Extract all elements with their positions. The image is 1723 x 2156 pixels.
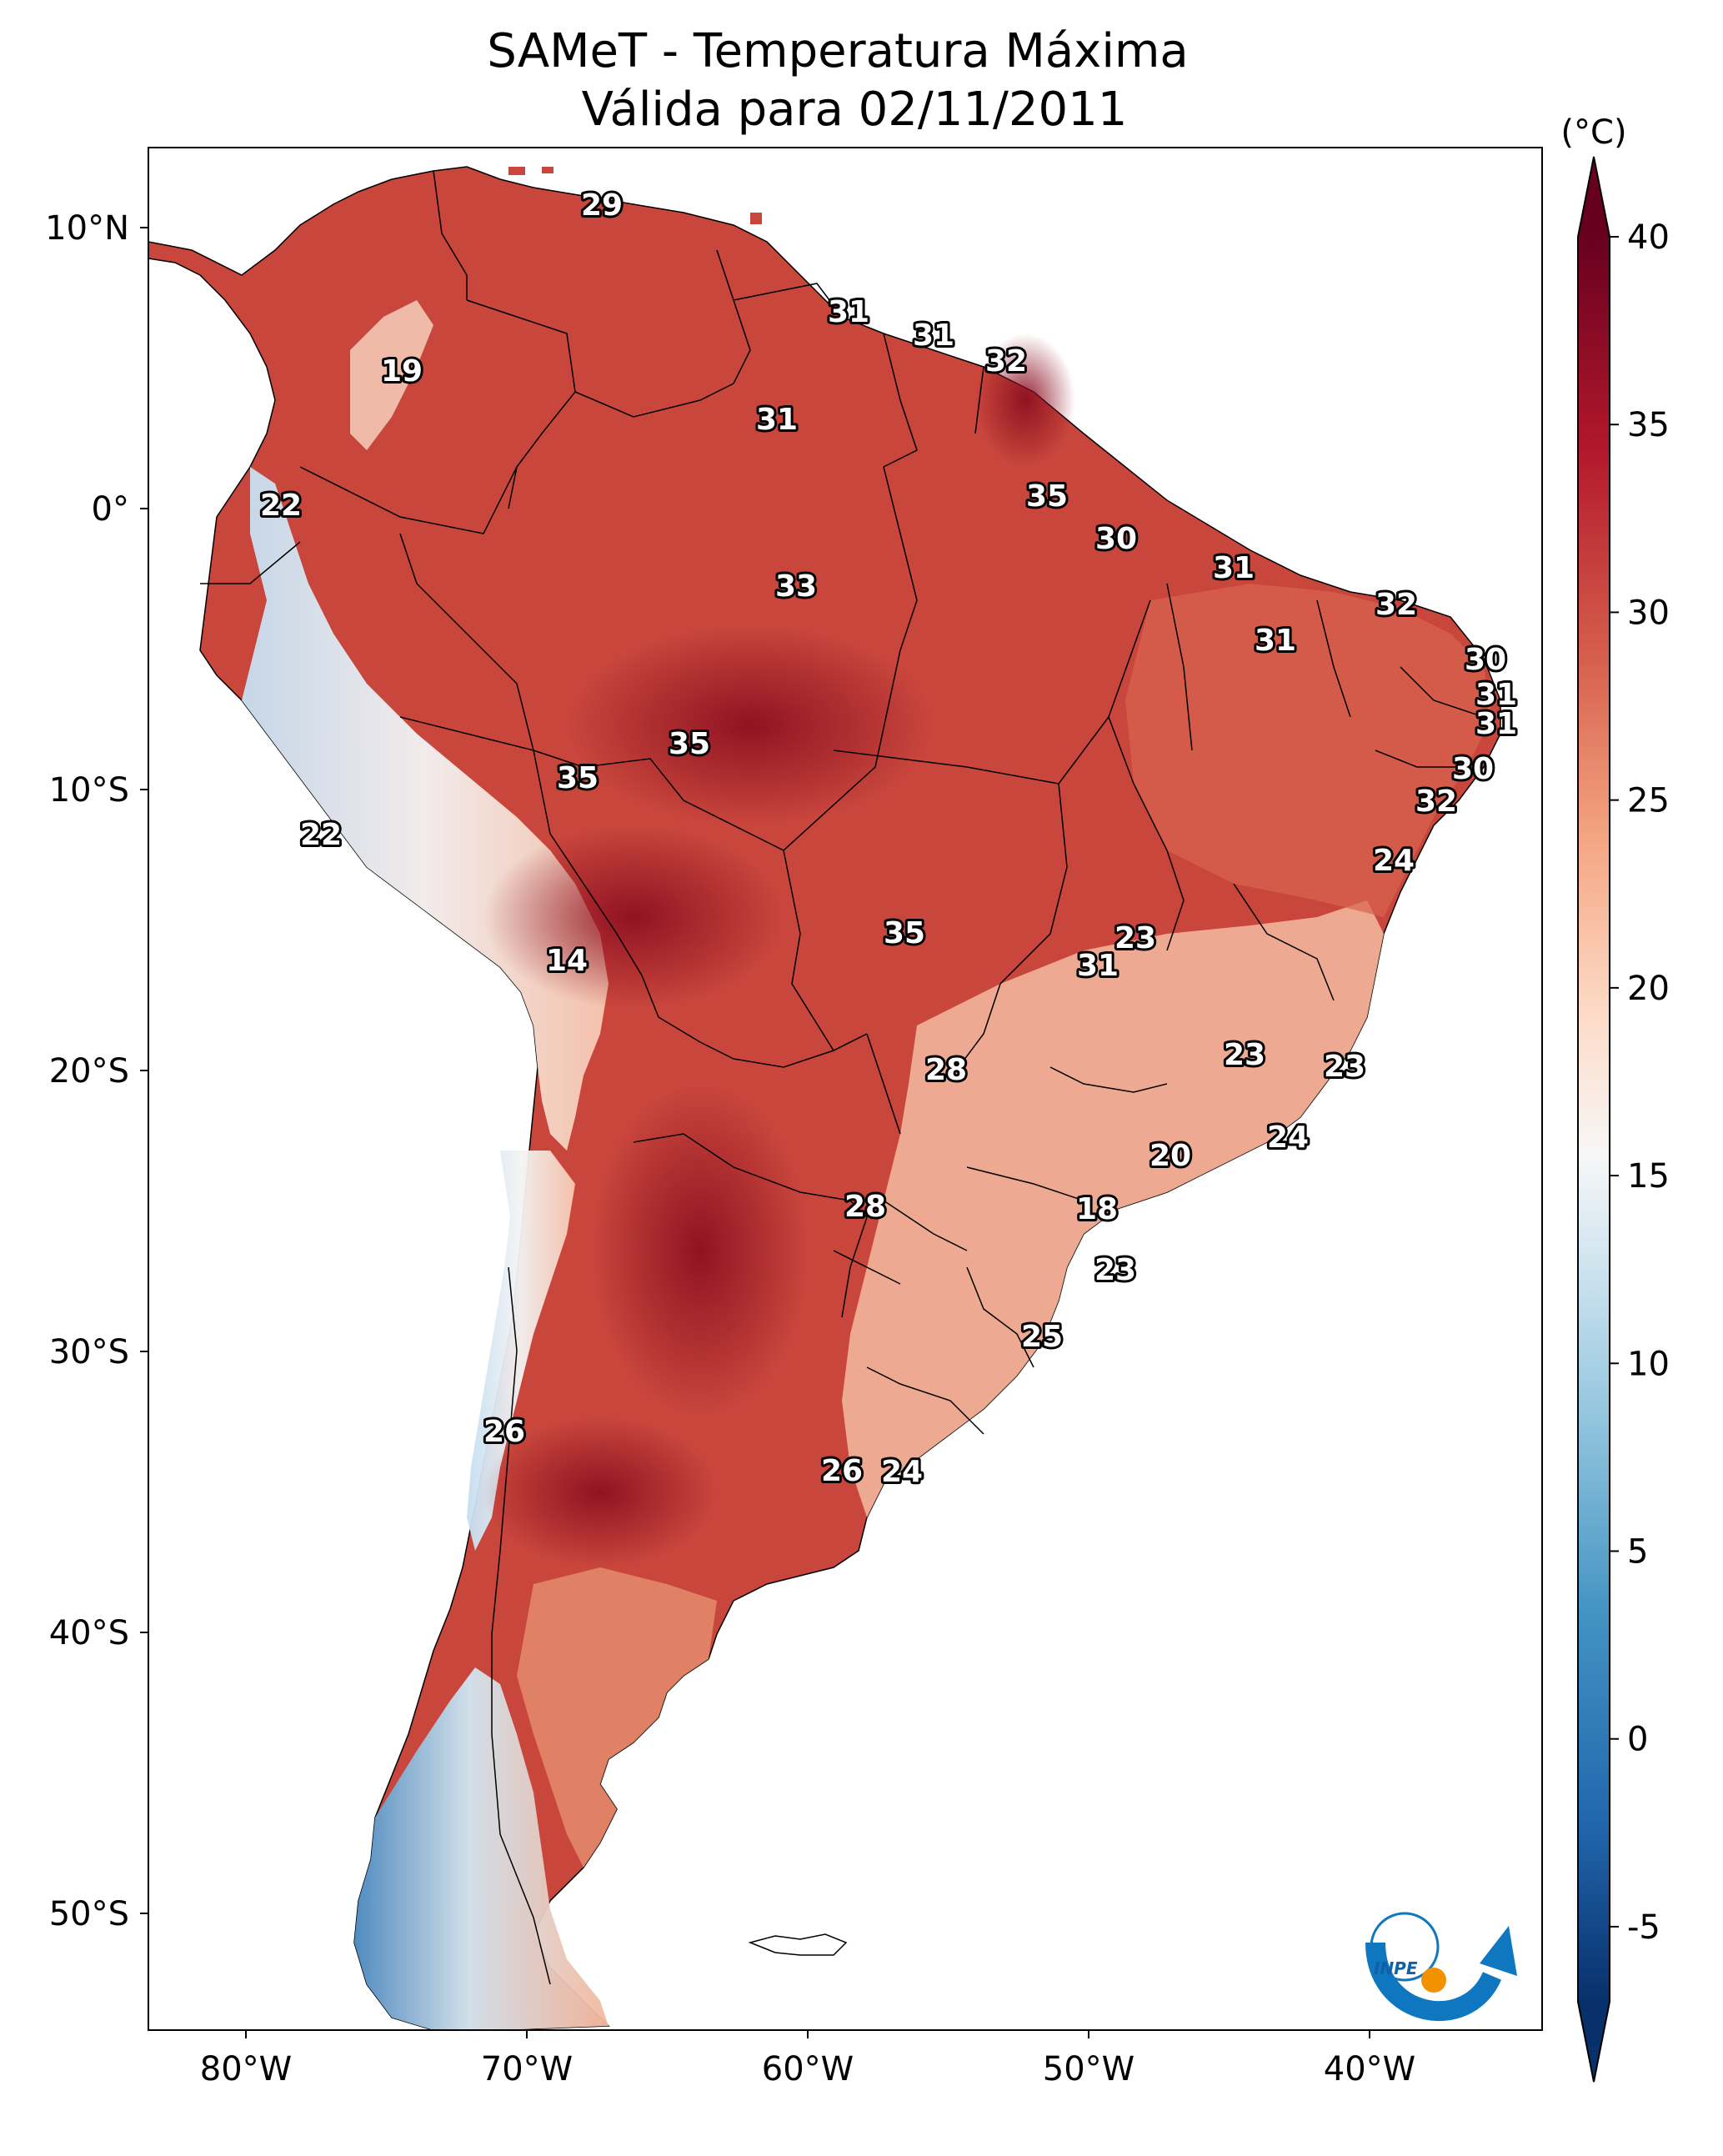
- contour-value-label: 35: [669, 727, 710, 761]
- contour-value-label: 31: [756, 403, 798, 437]
- colorbar-tick-label: -5: [1627, 1908, 1660, 1947]
- contour-value-label: 23: [1224, 1038, 1265, 1072]
- contour-value-label: 31: [1475, 678, 1517, 712]
- colorbar-gradient: [1578, 237, 1610, 2002]
- contour-value-label: 14: [546, 944, 588, 978]
- caribbean-islet: [542, 167, 553, 173]
- colorbar-max-extend: [1578, 157, 1610, 237]
- x-tick-label: 80°W: [200, 2050, 292, 2088]
- contour-value-label: 30: [1452, 752, 1494, 786]
- x-tick-label: 70°W: [481, 2050, 573, 2088]
- inpe-logo-text: INPE: [1374, 1958, 1418, 1978]
- y-tick-label: 20°S: [49, 1052, 129, 1091]
- x-axis: [245, 2030, 1370, 2038]
- colorbar-ticks: 40 35 30 25 20 15 10 5 0 -5: [1610, 218, 1670, 1947]
- contour-value-label: 35: [557, 761, 599, 795]
- colorbar-tick-label: 15: [1627, 1157, 1670, 1196]
- contour-value-label: 22: [300, 818, 342, 852]
- falkland-islands: [748, 1933, 848, 1956]
- hot-core-amazon-west: [483, 825, 784, 1009]
- contour-value-label: 30: [1095, 522, 1137, 556]
- inpe-logo-ring: [1370, 1912, 1440, 1982]
- contour-value-label: 31: [1213, 551, 1255, 585]
- contour-value-label: 31: [828, 295, 869, 329]
- contour-value-label: 24: [1373, 844, 1415, 878]
- x-tick-label: 50°W: [1043, 2050, 1134, 2088]
- inpe-logo: INPE: [1365, 1912, 1517, 2022]
- caribbean-islet: [508, 167, 525, 175]
- andes-cool-band-north: [242, 467, 609, 1151]
- contour-value-label: 31: [913, 318, 954, 353]
- y-tick-label: 0°: [92, 490, 129, 529]
- contour-value-label: 28: [844, 1190, 886, 1224]
- x-tick-label: 60°W: [762, 2050, 854, 2088]
- contour-value-label: 25: [1021, 1320, 1063, 1354]
- hot-core-chaco: [592, 1084, 809, 1417]
- hot-core-argentina: [483, 1417, 717, 1567]
- contour-value-label: 24: [1267, 1121, 1309, 1155]
- colorbar-tick-label: 20: [1627, 970, 1670, 1008]
- map-frame: [148, 147, 1543, 2031]
- colorbar-tick-label: 35: [1627, 406, 1670, 444]
- hot-core-north: [975, 333, 1075, 467]
- y-tick-label: 10°N: [45, 209, 129, 248]
- contour-value-label: 32: [985, 344, 1027, 379]
- colorbar-tick-label: 25: [1627, 782, 1670, 820]
- contour-value-label: 30: [1465, 643, 1506, 677]
- y-axis: [140, 227, 148, 1914]
- contour-value-label: 32: [1415, 785, 1457, 819]
- contour-value-label: 23: [1114, 921, 1156, 955]
- colorbar-unit-label: (°C): [1560, 113, 1626, 152]
- map-title-line2: Válida para 02/11/2011: [582, 83, 1128, 137]
- map-title-line1: SAMeT - Temperatura Máxima: [487, 24, 1189, 78]
- political-boundaries: [200, 170, 1485, 1985]
- contour-value-label: 29: [581, 188, 623, 223]
- contour-value-label: 24: [881, 1455, 923, 1489]
- contour-value-label: 19: [381, 354, 423, 389]
- inpe-logo-dot: [1421, 1968, 1446, 1993]
- contour-value-label: 31: [1475, 707, 1517, 741]
- colorbar-tick-label: 5: [1627, 1532, 1648, 1571]
- contour-value-label: 35: [1026, 479, 1068, 514]
- contour-value-label: 33: [775, 569, 817, 604]
- y-tick-label: 10°S: [49, 771, 129, 810]
- contour-value-label: 26: [821, 1454, 863, 1488]
- y-tick-label: 40°S: [49, 1614, 129, 1652]
- contour-value-label: 35: [884, 916, 925, 950]
- contour-value-label: 23: [1094, 1253, 1136, 1287]
- x-tick-label: 40°W: [1324, 2050, 1415, 2088]
- colorbar-tick-label: 40: [1627, 218, 1670, 257]
- inpe-logo-arrow-icon: [1480, 1926, 1517, 1976]
- colorbar-tick-label: 10: [1627, 1345, 1670, 1383]
- contour-value-label: 32: [1375, 588, 1417, 622]
- contour-value-label: 28: [925, 1053, 967, 1087]
- colorbar-outline: [1577, 156, 1610, 2083]
- contour-value-label: 26: [483, 1415, 525, 1449]
- colorbar: [1577, 156, 1610, 2083]
- colorbar-tick-label: 0: [1627, 1721, 1648, 1759]
- contour-value-label: 18: [1076, 1192, 1118, 1226]
- caribbean-islet: [750, 213, 762, 224]
- patagonia-cool-region: [354, 1667, 609, 2030]
- colorbar-tick-label: 30: [1627, 594, 1670, 632]
- y-tick-label: 30°S: [49, 1333, 129, 1371]
- andes-cool-band-colombia: [350, 300, 433, 450]
- contour-value-label: 31: [1255, 624, 1296, 658]
- patagonia-warm-band: [517, 1567, 717, 1868]
- hot-core-amazon-central: [567, 625, 934, 825]
- contour-value-label: 31: [1077, 949, 1119, 983]
- contour-value-label: 23: [1324, 1050, 1365, 1084]
- andes-cool-band-central: [467, 1151, 575, 1551]
- colorbar-min-extend: [1578, 2002, 1610, 2082]
- southeast-brazil-mild-zone: [842, 900, 1384, 1517]
- y-tick-label: 50°S: [49, 1895, 129, 1933]
- contour-value-label: 22: [260, 489, 302, 523]
- map-plot-area: [148, 166, 1501, 2030]
- contour-value-label: 20: [1150, 1139, 1191, 1173]
